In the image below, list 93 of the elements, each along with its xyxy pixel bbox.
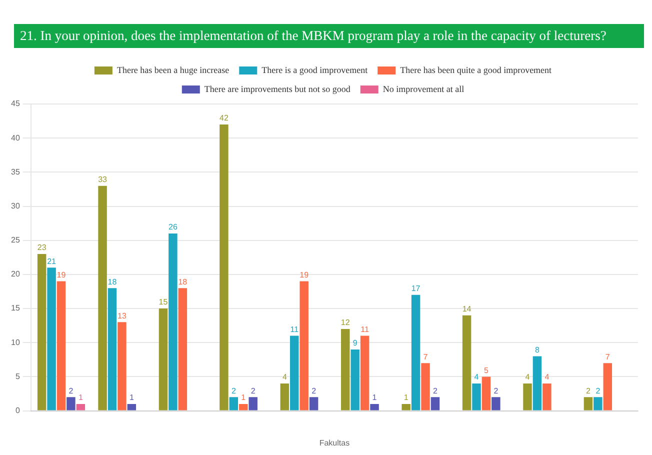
bar xyxy=(402,404,410,410)
chart-title: 21. In your opinion, does the implementation of the MBKM program play a role in the capacity of lecturers? xyxy=(14,24,644,48)
data-label: 33 xyxy=(98,175,108,184)
y-tick-label: 15 xyxy=(10,304,20,313)
bar xyxy=(127,404,136,410)
bar xyxy=(462,315,472,410)
bar xyxy=(248,397,258,410)
data-label: 19 xyxy=(300,270,310,280)
bar xyxy=(341,328,350,410)
data-label: 1 xyxy=(78,393,84,402)
bar xyxy=(118,322,126,410)
legend-label: There is a good improvement xyxy=(262,64,368,75)
data-label: 2 xyxy=(586,386,591,396)
data-label: 2 xyxy=(494,386,499,396)
data-label: 12 xyxy=(340,318,350,328)
bar xyxy=(300,281,308,410)
bar xyxy=(532,356,542,410)
data-label: 2 xyxy=(68,386,74,396)
data-label: 8 xyxy=(534,345,540,354)
legend-label: There has been a huge increase xyxy=(116,64,230,75)
bar xyxy=(66,397,76,410)
bar xyxy=(430,397,440,410)
bar xyxy=(603,363,612,410)
bar xyxy=(523,384,532,410)
data-label: 18 xyxy=(108,277,118,286)
data-label: 15 xyxy=(158,298,168,307)
data-label: 1 xyxy=(241,393,246,402)
bar xyxy=(56,281,66,410)
data-label: 2 xyxy=(250,386,256,396)
data-label: 4 xyxy=(525,372,530,382)
y-tick-label: 30 xyxy=(10,201,20,210)
bar xyxy=(76,404,86,410)
y-tick-label: 10 xyxy=(10,338,20,347)
legend-label: No improvement at all xyxy=(382,84,465,94)
data-label: 5 xyxy=(484,366,489,375)
bar xyxy=(229,397,238,410)
bar xyxy=(280,384,290,410)
data-label: 4 xyxy=(544,372,550,382)
data-label: 42 xyxy=(220,114,229,123)
bar xyxy=(421,363,430,410)
y-tick-label: 45 xyxy=(10,99,20,108)
data-label: 7 xyxy=(605,352,610,362)
bar xyxy=(360,336,370,410)
bar xyxy=(350,349,360,410)
bar xyxy=(220,124,228,410)
bar xyxy=(158,308,168,410)
data-label: 9 xyxy=(352,338,358,348)
bar xyxy=(542,384,552,410)
y-tick-label: 5 xyxy=(15,372,20,381)
data-label: 18 xyxy=(178,277,188,286)
data-label: 26 xyxy=(168,222,178,232)
bar xyxy=(290,336,299,410)
legend-label: There has been quite a good improvement xyxy=(400,64,552,75)
y-tick-label: 25 xyxy=(10,236,20,245)
data-label: 7 xyxy=(423,352,428,362)
data-label: 14 xyxy=(462,304,472,314)
bar xyxy=(168,234,178,410)
data-label: 1 xyxy=(404,393,409,402)
data-label: 1 xyxy=(372,393,378,402)
x-axis-title: Fakultas xyxy=(319,438,350,448)
data-label: 19 xyxy=(56,270,66,280)
data-label: 11 xyxy=(360,325,370,334)
bar xyxy=(47,268,56,410)
data-label: 21 xyxy=(47,256,57,266)
y-tick-label: 0 xyxy=(15,406,20,416)
bar xyxy=(108,288,117,410)
bar xyxy=(472,384,481,410)
data-label: 13 xyxy=(118,311,127,320)
data-label: 17 xyxy=(411,284,421,294)
data-label: 1 xyxy=(129,393,134,402)
bar xyxy=(584,397,593,410)
data-label: 2 xyxy=(231,386,236,396)
bar xyxy=(411,294,420,410)
bar xyxy=(98,186,107,410)
y-tick-label: 35 xyxy=(10,167,20,176)
data-label: 2 xyxy=(433,386,438,396)
y-tick-label: 40 xyxy=(10,133,20,142)
bar xyxy=(594,397,602,410)
bar xyxy=(370,404,379,410)
bar xyxy=(37,254,46,410)
legend-label: There are improvements but not so good xyxy=(204,84,351,94)
bar xyxy=(482,376,491,410)
data-label: 4 xyxy=(474,372,480,382)
bar xyxy=(178,288,188,410)
data-label: 4 xyxy=(282,372,288,382)
data-label: 23 xyxy=(37,243,47,252)
bar xyxy=(239,404,248,410)
bar xyxy=(309,397,318,410)
data-label: 11 xyxy=(290,325,300,334)
y-tick-label: 20 xyxy=(10,270,20,279)
data-label: 2 xyxy=(312,386,317,396)
data-label: 2 xyxy=(596,386,601,396)
bar xyxy=(492,397,500,410)
